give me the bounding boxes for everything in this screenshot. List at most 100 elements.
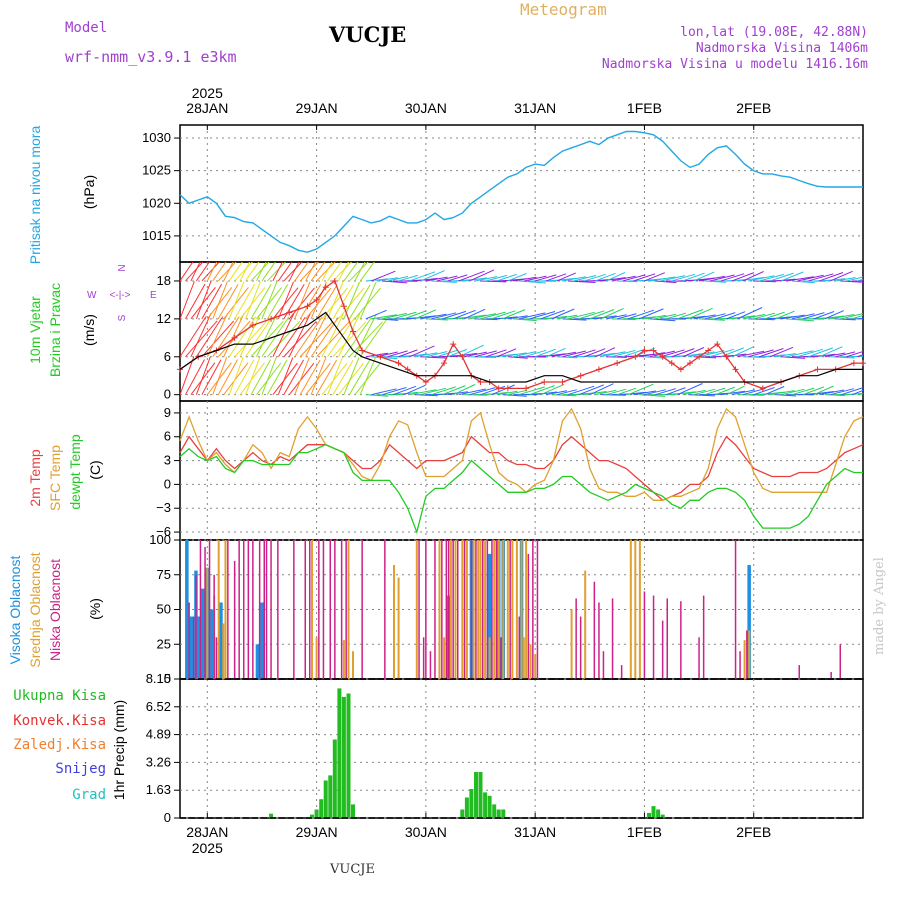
cloud-bar-2: [470, 540, 473, 679]
model-label: Model: [65, 20, 108, 36]
wind-arrow: [638, 308, 664, 320]
cloud-bar-1: [477, 540, 480, 679]
cloud-bar-1: [497, 540, 500, 679]
wind-speed-marker: [850, 360, 857, 367]
cloud-bar-1: [217, 540, 220, 679]
wind-speed-marker: [814, 366, 821, 373]
wind-arrow: [354, 313, 377, 357]
pressure-ytick-label: 1020: [142, 195, 171, 210]
wind-arrow: [409, 389, 437, 396]
wind-arrow: [655, 388, 676, 396]
cloud-ytick-label: 0: [164, 671, 171, 686]
cloud-bar-0: [189, 616, 194, 679]
wind-arrow: [606, 314, 627, 320]
wind-arrow: [813, 311, 835, 320]
wind-speed-marker: [404, 366, 411, 373]
wind-speed-marker: [732, 366, 739, 373]
wind-arrow: [283, 359, 305, 395]
wind-arrow: [545, 273, 567, 282]
wind-arrow: [551, 394, 577, 397]
wind-arrow: [851, 389, 863, 396]
precip-bar: [660, 814, 665, 818]
wind-arrow: [431, 280, 457, 283]
precip-bar: [332, 739, 337, 818]
wind-arrow: [223, 362, 249, 395]
wind-arrow: [491, 310, 516, 320]
model-name: wrf-nmm_v3.9.1 e3km: [65, 48, 237, 66]
wind-arrow: [513, 351, 537, 358]
wind-arrow: [616, 313, 637, 320]
wind-arrow: [627, 383, 654, 396]
wind-arrow: [556, 314, 578, 320]
wind-arrow: [485, 274, 508, 282]
wind-arrow: [835, 277, 856, 282]
cloud-bar-2: [575, 598, 577, 679]
wind-arrow: [480, 385, 506, 396]
wind-arrow: [638, 394, 666, 397]
wind-arrow: [359, 357, 376, 395]
wind-arrow: [371, 388, 397, 396]
wind-arrow: [310, 357, 327, 395]
compass-arrow: <-|->: [110, 290, 131, 301]
cloud-bar-1: [520, 540, 523, 679]
wind-arrow: [261, 262, 276, 282]
wind-arrow: [644, 272, 665, 282]
wind-speed-marker: [650, 347, 657, 354]
wind-arrow: [266, 284, 289, 320]
cloud-bar-1: [465, 540, 468, 679]
wind-arrow: [808, 347, 833, 358]
wind-arrow: [666, 387, 686, 396]
wind-ylabel: (m/s): [81, 314, 97, 346]
wind-arrow: [764, 311, 785, 320]
cloud-bar-2: [518, 616, 520, 679]
wind-arrow: [524, 349, 547, 358]
wind-arrow: [775, 353, 796, 358]
wind-arrow: [562, 276, 587, 282]
wind-arrow: [551, 308, 575, 320]
cloud-bar-2: [384, 540, 386, 679]
wind-arrow: [327, 262, 342, 282]
wind-arrow: [589, 383, 614, 396]
cloud-bar-2: [495, 540, 498, 679]
wind-arrow: [316, 262, 336, 282]
wind-arrow: [195, 281, 212, 320]
wind-ytick-label: 0: [164, 387, 171, 402]
wind-arrow: [704, 313, 726, 320]
wind-arrow: [294, 316, 323, 358]
wind-arrow: [299, 359, 321, 395]
cloud-bar-2: [215, 637, 218, 679]
bottom-year-label: 2025: [192, 840, 223, 856]
wind-arrow: [551, 277, 577, 282]
wind-arrow: [420, 356, 447, 359]
pressure-ytick-label: 1025: [142, 163, 171, 178]
wind-arrow: [671, 273, 695, 282]
wind-arrow: [485, 392, 508, 396]
cloud-bar-2: [457, 540, 459, 679]
wind-arrow: [764, 386, 785, 396]
wind-arrow: [431, 386, 456, 396]
wind-arrow: [819, 315, 845, 320]
compass-s: S: [117, 314, 128, 321]
cloud-bar-0: [196, 616, 200, 679]
wind-arrow: [217, 283, 239, 320]
wind-ytick-label: 6: [164, 349, 171, 364]
precip-bar: [483, 792, 488, 818]
bottom-day-label: 1FEB: [627, 824, 662, 840]
wind-arrow: [830, 314, 855, 320]
wind-arrow: [365, 394, 389, 397]
wind-arrow: [365, 309, 387, 320]
wind-arrow: [195, 262, 210, 282]
top-day-label: 1FEB: [627, 100, 662, 116]
wind-arrow: [595, 272, 616, 282]
wind-arrow: [764, 354, 786, 358]
cloud-bar-1: [534, 654, 537, 679]
wind-arrow: [277, 262, 293, 282]
wind-arrow: [338, 262, 349, 282]
precip-bar: [474, 772, 478, 818]
precip-bar: [346, 693, 351, 818]
cloud-bar-2: [830, 672, 832, 679]
wind-arrow: [316, 284, 338, 320]
cloud-bar-2: [491, 540, 493, 679]
wind-arrow: [469, 269, 495, 282]
